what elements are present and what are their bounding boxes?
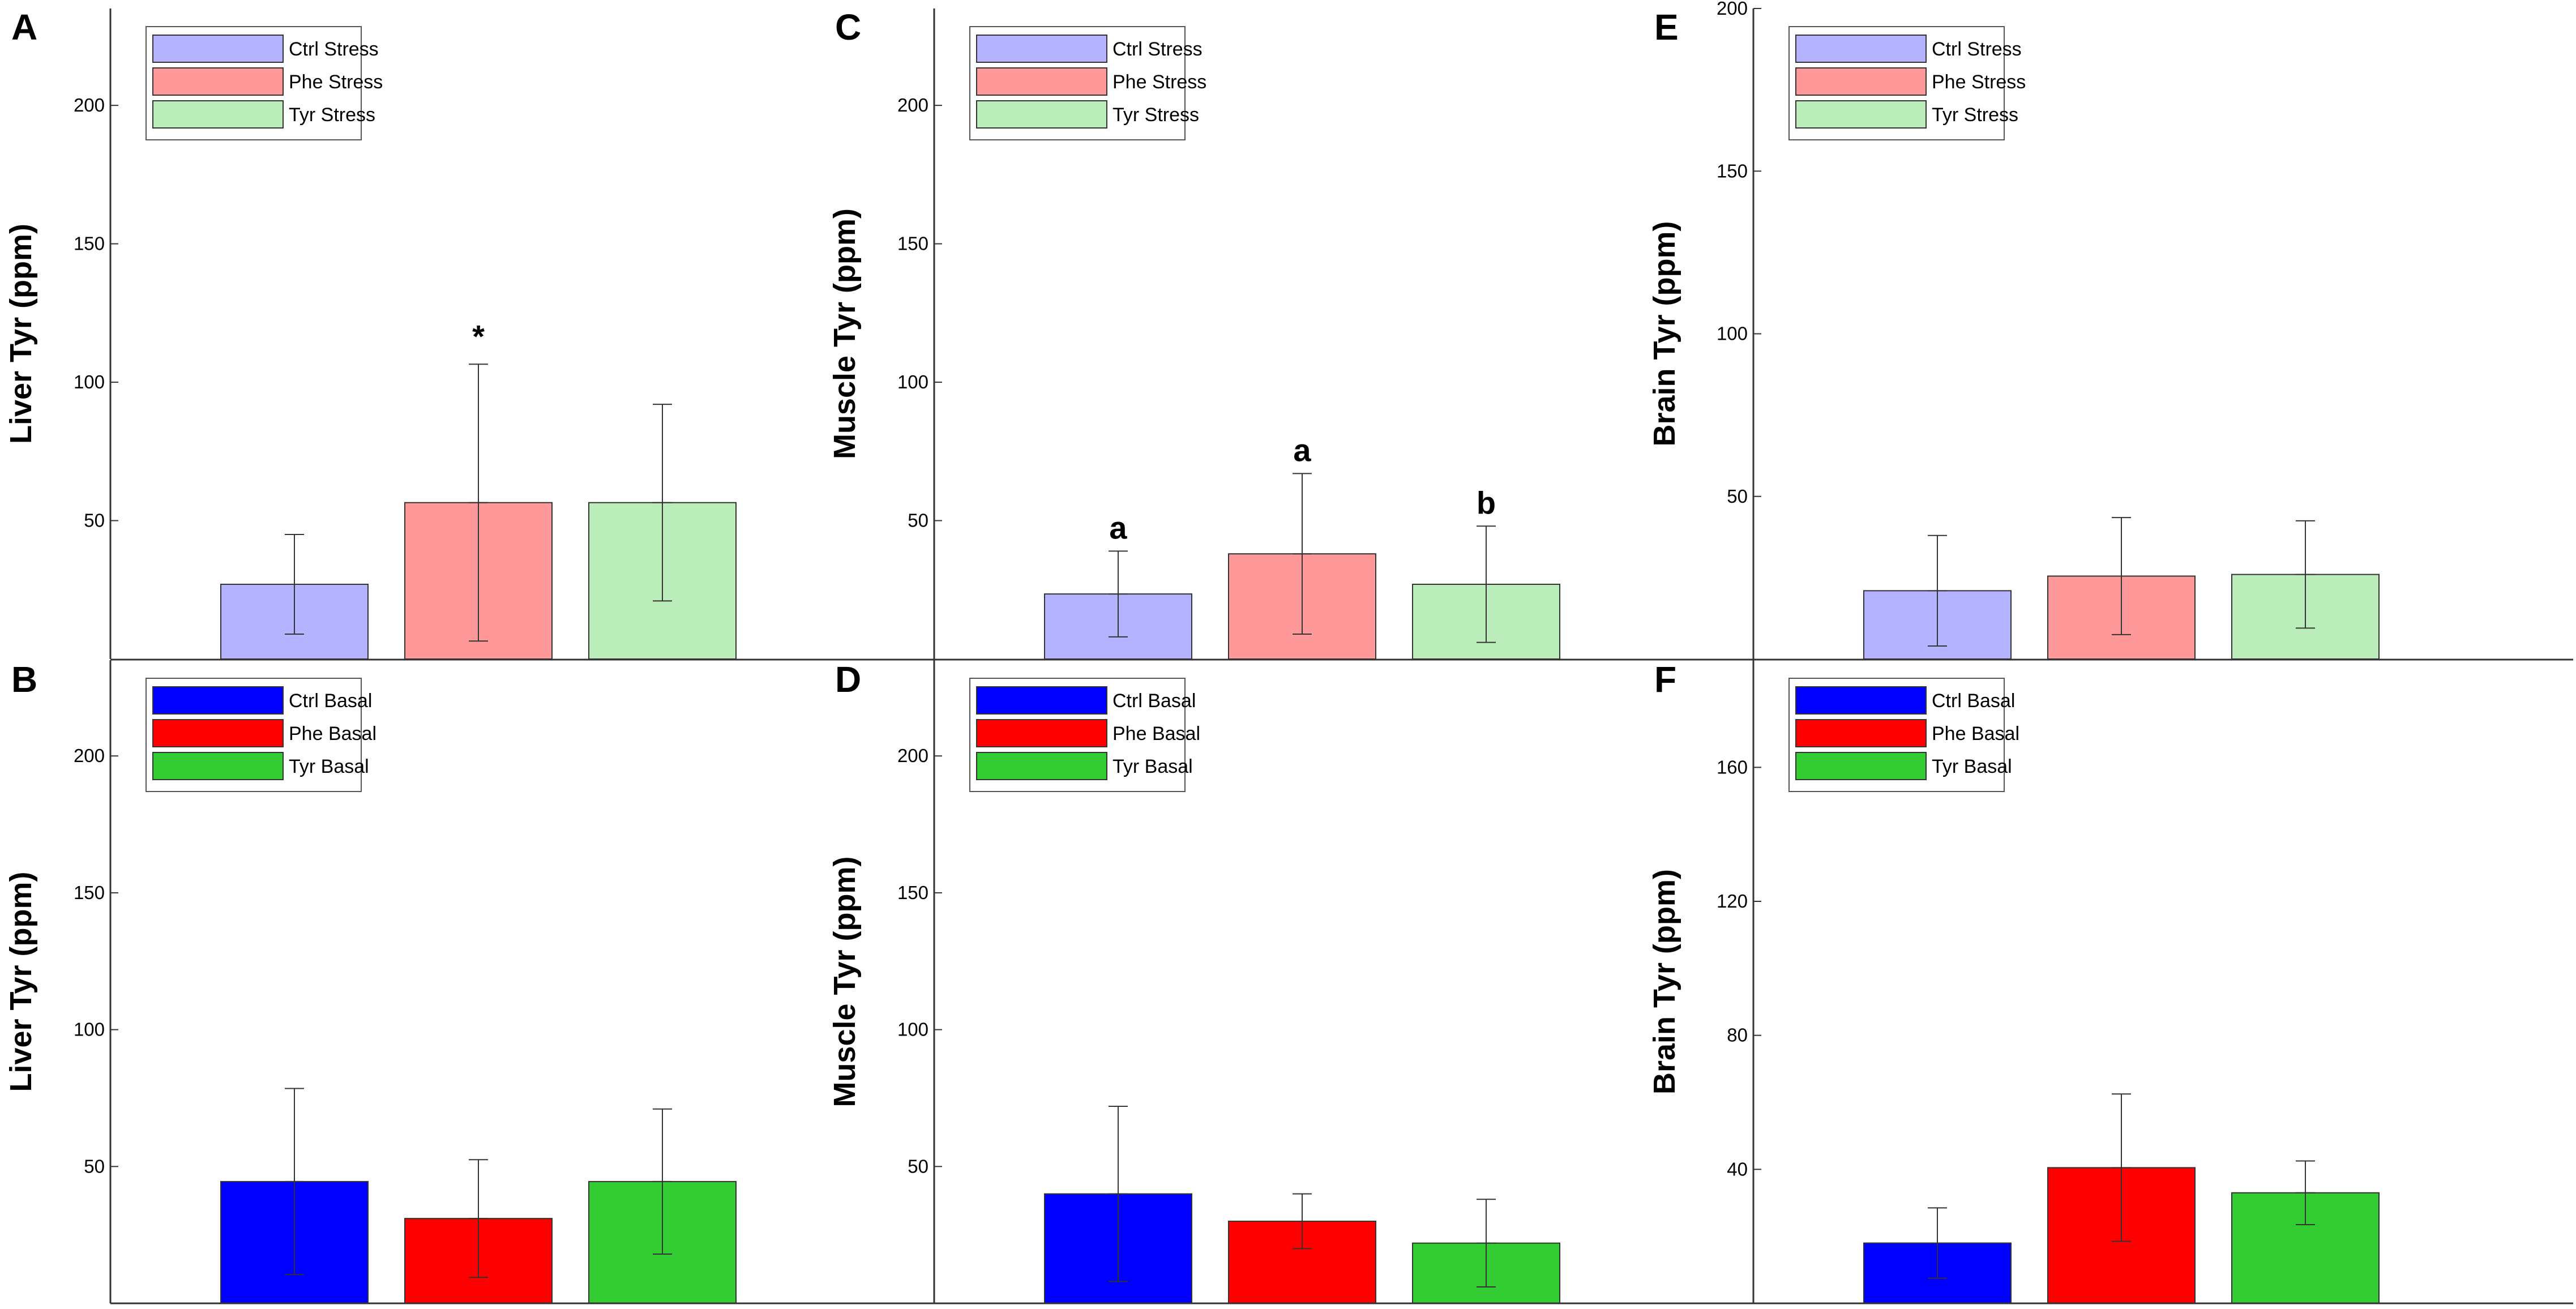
legend-label: Tyr Stress bbox=[1932, 104, 2018, 126]
panel-c: C Muscle Tyr (ppm) a a b 50 100 150 200 Ctrl Stre… bbox=[828, 7, 1560, 660]
y-tick-label: 150 bbox=[897, 882, 928, 903]
legend-swatch bbox=[1795, 67, 1927, 96]
panel-letter: B bbox=[11, 659, 37, 700]
y-axis-label: Muscle Tyr (ppm) bbox=[828, 856, 862, 1107]
panel-e: E Brain Tyr (ppm) 50 100 150 200 Ctrl Stress Ph… bbox=[1648, 0, 2380, 660]
y-tick-label: 100 bbox=[74, 1019, 105, 1040]
legend-label: Phe Stress bbox=[1112, 71, 1206, 93]
y-tick-label: 100 bbox=[74, 371, 105, 392]
legend-label: Phe Stress bbox=[1932, 71, 2026, 93]
legend-swatch bbox=[976, 67, 1107, 96]
legend-swatch bbox=[152, 686, 284, 715]
legend-label: Ctrl Stress bbox=[1932, 38, 2022, 60]
y-tick-label: 50 bbox=[1727, 486, 1748, 507]
significance-label: a bbox=[1109, 510, 1127, 545]
y-tick-label: 200 bbox=[74, 95, 105, 116]
y-axis-label: Brain Tyr (ppm) bbox=[1648, 221, 1681, 446]
legend-label: Phe Basal bbox=[1932, 723, 2019, 745]
y-tick-label: 50 bbox=[84, 1156, 105, 1177]
legend-swatch bbox=[976, 686, 1107, 715]
legend-label: Ctrl Basal bbox=[1932, 690, 2015, 712]
y-tick-label: 200 bbox=[74, 745, 105, 766]
y-tick-label: 100 bbox=[897, 1019, 928, 1040]
y-axis-label: Liver Tyr (ppm) bbox=[4, 871, 38, 1092]
legend-swatch bbox=[1795, 752, 1927, 780]
legend-label: Ctrl Basal bbox=[289, 690, 372, 712]
legend-swatch bbox=[152, 719, 284, 747]
legend-swatch bbox=[1795, 686, 1927, 715]
panel-f: F Brain Tyr (ppm) 40 80 120 160 Ctrl Basal Phe … bbox=[1648, 659, 2380, 1304]
y-tick-label: 150 bbox=[74, 882, 105, 903]
legend-swatch bbox=[1795, 100, 1927, 129]
legend-label: Phe Stress bbox=[289, 71, 383, 93]
legend-swatch bbox=[976, 719, 1107, 747]
legend-label: Phe Basal bbox=[1112, 723, 1200, 745]
significance-label: a bbox=[1293, 432, 1311, 468]
legend-label: Tyr Basal bbox=[1932, 756, 2012, 777]
legend-swatch bbox=[976, 100, 1107, 129]
legend-swatch bbox=[152, 67, 284, 96]
legend-swatch bbox=[976, 35, 1107, 63]
y-tick-label: 100 bbox=[897, 371, 928, 392]
panel-d: D Muscle Tyr (ppm) 50 100 150 200 Ctrl Basal Ph… bbox=[828, 659, 1560, 1304]
legend-swatch bbox=[1795, 719, 1927, 747]
legend-label: Phe Basal bbox=[289, 723, 376, 745]
legend-swatch bbox=[152, 100, 284, 129]
legend-swatch bbox=[152, 35, 284, 63]
y-tick-label: 50 bbox=[84, 510, 105, 531]
legend-label: Tyr Basal bbox=[289, 756, 369, 777]
panel-b: B Liver Tyr (ppm) 50 100 150 200 Ctrl Basal Phe… bbox=[4, 659, 737, 1304]
legend-label: Tyr Basal bbox=[1112, 756, 1193, 777]
legend-label: Ctrl Stress bbox=[289, 38, 379, 60]
y-tick-label: 200 bbox=[1717, 0, 1748, 19]
y-tick-label: 120 bbox=[1717, 891, 1748, 912]
y-tick-label: 50 bbox=[908, 510, 928, 531]
legend-label: Ctrl Stress bbox=[1112, 38, 1203, 60]
y-tick-label: 40 bbox=[1727, 1158, 1748, 1179]
y-axis-label: Brain Tyr (ppm) bbox=[1648, 869, 1681, 1094]
y-tick-label: 200 bbox=[897, 95, 928, 116]
legend-swatch bbox=[976, 752, 1107, 780]
y-tick-label: 150 bbox=[897, 233, 928, 254]
significance-label: * bbox=[472, 318, 485, 354]
legend-label: Tyr Stress bbox=[1112, 104, 1199, 126]
significance-label: b bbox=[1477, 485, 1496, 520]
legend-swatch bbox=[152, 752, 284, 780]
panel-a: A Liver Tyr (ppm) * 50 100 150 200 Ctrl Stress P… bbox=[4, 7, 737, 660]
legend-label: Tyr Stress bbox=[289, 104, 375, 126]
legend-swatch bbox=[1795, 35, 1927, 63]
panel-letter: F bbox=[1654, 659, 1676, 700]
legend-label: Ctrl Basal bbox=[1112, 690, 1196, 712]
y-tick-label: 50 bbox=[908, 1156, 928, 1177]
y-tick-label: 150 bbox=[74, 233, 105, 254]
y-tick-label: 150 bbox=[1717, 160, 1748, 181]
y-axis-label: Liver Tyr (ppm) bbox=[4, 224, 38, 444]
y-tick-label: 200 bbox=[897, 745, 928, 766]
y-tick-label: 160 bbox=[1717, 756, 1748, 777]
panel-letter: A bbox=[11, 7, 37, 48]
panel-letter: C bbox=[835, 7, 861, 48]
y-axis-label: Muscle Tyr (ppm) bbox=[828, 208, 862, 459]
y-tick-label: 80 bbox=[1727, 1025, 1748, 1046]
panel-letter: D bbox=[835, 659, 861, 700]
panel-letter: E bbox=[1654, 7, 1679, 48]
y-tick-label: 100 bbox=[1717, 323, 1748, 344]
